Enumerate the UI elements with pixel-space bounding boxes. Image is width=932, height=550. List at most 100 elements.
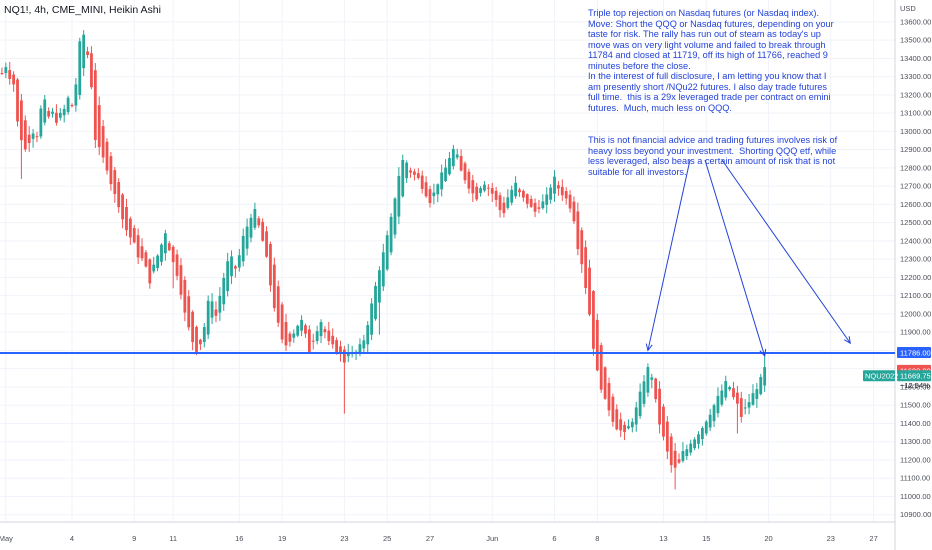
- candle-body[interactable]: [413, 171, 416, 175]
- candle-body[interactable]: [128, 218, 132, 238]
- candle-body[interactable]: [693, 439, 696, 449]
- candle-body[interactable]: [389, 216, 393, 253]
- candle-body[interactable]: [47, 111, 51, 117]
- candle-body[interactable]: [31, 133, 35, 139]
- candle-body[interactable]: [175, 254, 179, 276]
- candle-body[interactable]: [763, 367, 767, 386]
- candle-body[interactable]: [467, 171, 471, 189]
- candle-body[interactable]: [358, 344, 362, 353]
- candle-body[interactable]: [541, 201, 545, 209]
- candle-body[interactable]: [409, 170, 412, 173]
- candle-body[interactable]: [448, 158, 451, 175]
- candle-body[interactable]: [331, 335, 335, 345]
- candle-body[interactable]: [113, 170, 117, 194]
- annotation-arrow[interactable]: [647, 159, 691, 351]
- candle-body[interactable]: [521, 190, 525, 198]
- candle-body[interactable]: [712, 405, 716, 422]
- candle-body[interactable]: [654, 378, 658, 400]
- candle-body[interactable]: [55, 112, 58, 123]
- annotation-arrow[interactable]: [704, 159, 766, 357]
- candle-body[interactable]: [20, 100, 23, 141]
- candle-body[interactable]: [685, 449, 689, 456]
- candle-body[interactable]: [253, 209, 257, 228]
- candle-body[interactable]: [140, 246, 144, 259]
- candle-body[interactable]: [595, 319, 599, 371]
- candle-body[interactable]: [117, 182, 121, 208]
- candle-body[interactable]: [35, 136, 39, 138]
- candle-body[interactable]: [494, 190, 498, 200]
- candle-body[interactable]: [697, 434, 700, 444]
- candle-body[interactable]: [187, 296, 191, 328]
- candle-body[interactable]: [272, 264, 276, 309]
- candle-body[interactable]: [62, 108, 66, 116]
- candle-body[interactable]: [362, 340, 366, 349]
- candle-body[interactable]: [23, 120, 27, 150]
- candle-body[interactable]: [148, 259, 152, 284]
- candle-body[interactable]: [226, 261, 230, 292]
- candle-body[interactable]: [650, 377, 654, 380]
- candle-body[interactable]: [86, 51, 89, 56]
- candle-body[interactable]: [607, 383, 611, 411]
- candle-body[interactable]: [673, 450, 677, 468]
- candle-body[interactable]: [736, 392, 739, 404]
- candle-body[interactable]: [529, 198, 533, 207]
- candle-body[interactable]: [471, 180, 475, 194]
- candle-body[interactable]: [739, 398, 743, 417]
- candle-body[interactable]: [374, 285, 377, 320]
- candle-body[interactable]: [346, 352, 350, 357]
- candle-body[interactable]: [463, 163, 467, 181]
- candle-body[interactable]: [230, 256, 233, 277]
- candle-body[interactable]: [8, 70, 12, 79]
- candle-body[interactable]: [405, 162, 409, 179]
- candle-body[interactable]: [751, 393, 755, 405]
- candle-body[interactable]: [759, 376, 763, 395]
- candle-body[interactable]: [483, 184, 486, 191]
- candle-body[interactable]: [121, 194, 124, 220]
- candle-body[interactable]: [704, 421, 708, 434]
- candle-body[interactable]: [249, 217, 253, 238]
- candle-body[interactable]: [689, 443, 693, 453]
- candle-body[interactable]: [199, 339, 202, 345]
- candle-body[interactable]: [440, 172, 444, 190]
- candle-body[interactable]: [444, 167, 447, 181]
- candle-body[interactable]: [136, 235, 140, 258]
- candle-body[interactable]: [475, 186, 479, 200]
- candle-body[interactable]: [459, 156, 463, 171]
- candle-body[interactable]: [564, 191, 568, 199]
- candle-body[interactable]: [327, 330, 331, 342]
- candle-body[interactable]: [681, 451, 685, 461]
- candle-body[interactable]: [90, 53, 93, 88]
- candle-body[interactable]: [105, 141, 109, 171]
- candle-body[interactable]: [557, 185, 560, 189]
- candle-body[interactable]: [160, 244, 163, 262]
- candle-body[interactable]: [747, 402, 751, 408]
- candle-body[interactable]: [553, 176, 556, 194]
- candle-body[interactable]: [506, 197, 510, 208]
- candle-body[interactable]: [342, 349, 346, 363]
- candle-body[interactable]: [12, 74, 16, 85]
- candle-body[interactable]: [533, 202, 537, 212]
- candle-body[interactable]: [222, 277, 226, 305]
- candle-body[interactable]: [311, 340, 315, 342]
- candle-body[interactable]: [234, 266, 237, 269]
- candle-body[interactable]: [486, 187, 490, 189]
- candle-body[interactable]: [241, 235, 245, 262]
- candle-body[interactable]: [724, 381, 728, 398]
- candle-body[interactable]: [339, 346, 342, 353]
- candle-body[interactable]: [568, 194, 572, 209]
- candle-body[interactable]: [385, 235, 389, 270]
- candle-body[interactable]: [638, 391, 642, 416]
- candle-body[interactable]: [269, 243, 272, 286]
- candle-body[interactable]: [716, 396, 720, 414]
- candle-body[interactable]: [700, 427, 704, 440]
- candle-body[interactable]: [514, 182, 517, 197]
- candle-body[interactable]: [436, 184, 440, 195]
- candle-body[interactable]: [191, 311, 195, 343]
- candle-body[interactable]: [588, 267, 591, 315]
- candle-body[interactable]: [70, 104, 74, 107]
- candle-body[interactable]: [479, 188, 482, 194]
- candle-body[interactable]: [93, 70, 97, 140]
- candle-body[interactable]: [179, 265, 183, 295]
